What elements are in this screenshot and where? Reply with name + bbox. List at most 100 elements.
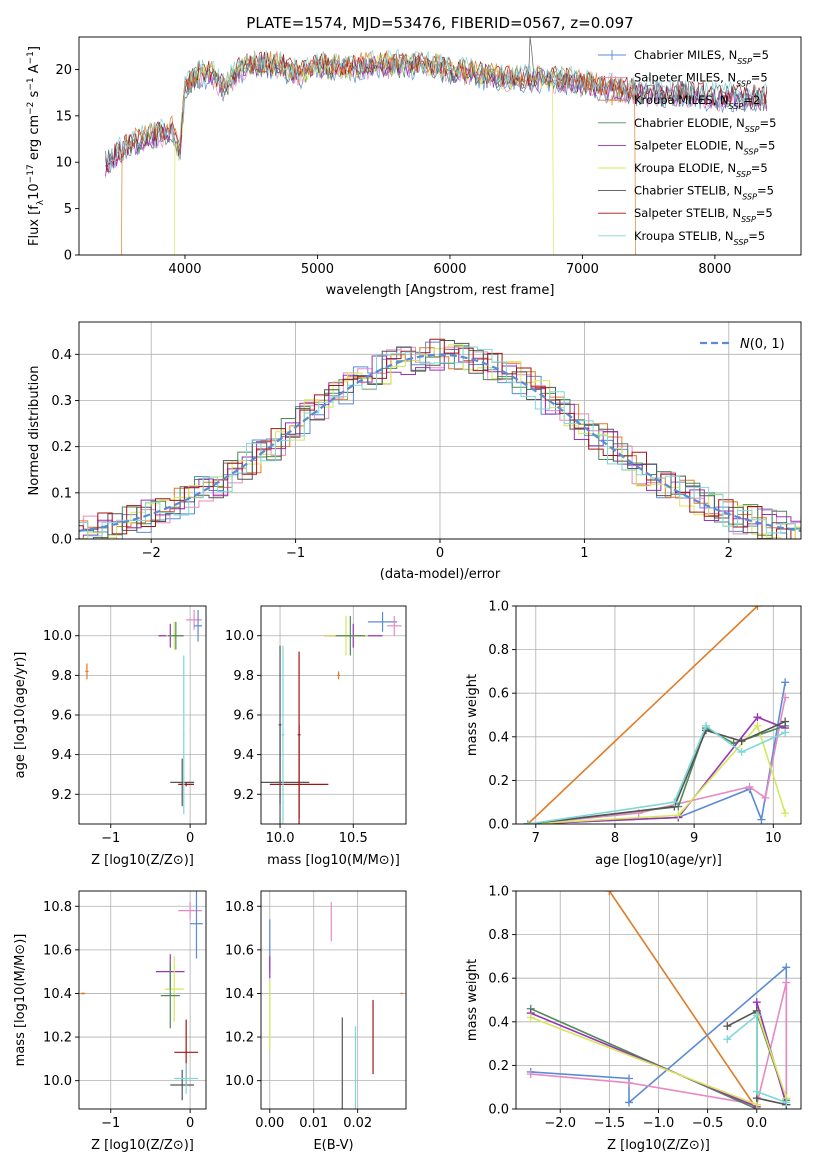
- age_vs_mass-xtick-label: 10.5: [339, 831, 368, 846]
- massweight_vs_Z-frame: −2.0 −1.5 −1.0 −0.5 0.0 0.0 0.2 0.4 0.6 0.8 1.0: [488, 885, 802, 1131]
- massweight_vs_Z-ytick-label: 0.6: [488, 972, 509, 987]
- massweight_vs_age-marker-salpeter_miles: [781, 693, 790, 702]
- massweight_vs_age-ytick-label: 0.2: [488, 774, 509, 789]
- massweight_vs_age-marker-salpeter_miles: [761, 793, 770, 802]
- massweight_vs_age-marker-kroupa_elodie: [753, 721, 762, 730]
- legend-label-kroupa_stelib: Kroupa STELIB, NSSP=5: [634, 229, 765, 247]
- spectrum-lines: [105, 37, 768, 255]
- massweight_vs_Z-marker-salpeter_miles: [526, 1070, 535, 1079]
- massweight_vs_age-ylabel: mass weight: [465, 674, 480, 756]
- histogram-chabrier_stelib: [79, 340, 801, 539]
- massweight_vs_Z-xlabel: Z [log10(Z/Z⊙)]: [607, 1138, 710, 1153]
- age_vs_Z-xlabel: Z [log10(Z/Z⊙)]: [91, 853, 194, 868]
- residuals-xtick-label: −1: [286, 546, 305, 561]
- legend-label-chabrier_miles: Chabrier MILES, NSSP=5: [634, 48, 769, 66]
- massweight_vs_age-axes-frame: [515, 605, 802, 825]
- legend-label-kroupa_miles: Kroupa MILES, NSSP=2: [634, 93, 760, 111]
- age_vs_Z-errorbars: [85, 609, 203, 815]
- mass_vs_Z-ylabel: mass [log10(M/M⊙)]: [13, 934, 28, 1067]
- spectrum-ytick-label: 5: [64, 202, 72, 217]
- spectrum-ytick-label: 15: [55, 109, 72, 124]
- mass_vs_EBV-xtick-label: 0.00: [255, 1116, 284, 1131]
- massweight_vs_Z-ytick-label: 0.4: [488, 1015, 509, 1030]
- gaussian-curve: [79, 353, 801, 532]
- residuals-frame: −2 −1 0 1 2 0.0 0.1 0.2 0.3 0.4: [51, 321, 802, 561]
- age_vs_mass-ytick-label: 10.0: [225, 629, 254, 644]
- mass_vs_Z-ytick-label: 10.8: [43, 900, 72, 915]
- massweight_vs_age-ytick-label: 0.6: [488, 687, 509, 702]
- age_vs_Z-xtick-label: 0: [186, 831, 194, 846]
- spectrum-ytick-label: 0: [64, 249, 72, 264]
- massweight_vs_age-series-salpeter_elodie: [527, 716, 786, 824]
- age_vs_mass-ytick-label: 9.4: [233, 748, 254, 763]
- massweight_vs_Z-series-kroupa_miles: [608, 891, 758, 1109]
- mass_vs_EBV-xlabel: E(B-V): [313, 1138, 353, 1153]
- massweight_vs_age-xtick-label: 10: [765, 831, 782, 846]
- age_vs_Z-ytick-label: 10.0: [43, 629, 72, 644]
- massweight_vs_Z-xtick-label: −1.5: [594, 1116, 626, 1131]
- spectrum-axes-frame: [78, 36, 802, 256]
- massweight_vs_age-ytick-label: 0.0: [488, 818, 509, 833]
- massweight_vs_Z-marker-salpeter_elodie: [752, 998, 761, 1007]
- age_vs_Z-ytick-label: 9.6: [51, 709, 72, 724]
- massweight_vs_age-marker-salpeter_miles: [745, 782, 754, 791]
- massweight_vs_Z-ytick-label: 1.0: [488, 885, 509, 900]
- mass_vs_Z-ytick-label: 10.2: [43, 1031, 72, 1046]
- massweight_vs_age-xtick-label: 8: [611, 831, 619, 846]
- massweight_vs_Z-series-kroupa_stelib: [726, 1013, 787, 1104]
- massweight_vs_Z-marker-kroupa_stelib: [782, 1098, 791, 1107]
- mass_vs_Z-xlabel: Z [log10(Z/Z⊙)]: [91, 1138, 194, 1153]
- massweight_vs_Z-marker-salpeter_miles: [782, 978, 791, 987]
- spectrum-xtick-label: 5000: [301, 262, 334, 277]
- massweight_vs_Z-xtick-label: 0.0: [746, 1116, 767, 1131]
- residuals-ytick-label: 0.0: [51, 533, 72, 548]
- massweight_vs_Z-xtick-label: −0.5: [692, 1116, 724, 1131]
- massweight_vs_Z-marker-kroupa_stelib: [723, 1035, 732, 1044]
- mass_vs_EBV-ytick-label: 10.8: [225, 900, 254, 915]
- spectrum-legend: Chabrier MILES, NSSP=5 Salpeter MILES, NS…: [598, 48, 776, 246]
- massweight_vs_age-marker-kroupa_elodie: [781, 809, 790, 818]
- mass_vs_EBV-xtick-label: 0.01: [299, 1116, 328, 1131]
- residuals-ytick-label: 0.2: [51, 440, 72, 455]
- age_vs_mass-ytick-label: 9.8: [233, 669, 254, 684]
- spectrum-frame: 4000 5000 6000 7000 8000 0 5 10 15 20: [55, 36, 802, 277]
- massweight_vs_Z-ylabel: mass weight: [465, 959, 480, 1041]
- legend-label-chabrier_elodie: Chabrier ELODIE, NSSP=5: [634, 116, 776, 134]
- massweight_vs_age-marker-chabrier_miles: [757, 815, 766, 824]
- mass_vs_Z-errorbars: [80, 891, 203, 1101]
- massweight_vs_age-series-kroupa_elodie: [527, 724, 786, 824]
- histogram-kroupa_stelib: [79, 346, 801, 537]
- massweight_vs_age-marker-chabrier_miles: [781, 678, 790, 687]
- massweight_vs_age-ytick-label: 0.8: [488, 643, 509, 658]
- massweight_vs_age-marker-kroupa_elodie: [674, 811, 683, 820]
- spectrum-xtick-label: 8000: [698, 262, 731, 277]
- massweight_vs_age-lines: [523, 606, 790, 824]
- massweight_vs_age-marker-salpeter_elodie: [753, 713, 762, 722]
- spectrum-ylabel: Flux [fλ10−17 erg cm−2 s−1 A−1]: [26, 46, 46, 246]
- residuals-ytick-label: 0.3: [51, 394, 72, 409]
- massweight_vs_age-xtick-label: 9: [690, 831, 698, 846]
- massweight_vs_age-marker-chabrier_stelib: [781, 717, 790, 726]
- mass_vs_Z-xtick-label: 0: [186, 1116, 194, 1131]
- massweight_vs_age-ytick-label: 1.0: [488, 600, 509, 615]
- massweight_vs_Z-xtick-label: −1.0: [643, 1116, 675, 1131]
- mass_vs_EBV-errorbars: [269, 901, 403, 1109]
- massweight_vs_Z-ytick-label: 0.8: [488, 928, 509, 943]
- mass_vs_EBV-ytick-label: 10.2: [225, 1031, 254, 1046]
- mass_vs_Z-axes-frame: [78, 890, 207, 1110]
- age_vs_mass-ytick-label: 9.2: [233, 788, 254, 803]
- mass_vs_EBV-ytick-label: 10.0: [225, 1074, 254, 1089]
- spectrum-xtick-label: 7000: [566, 262, 599, 277]
- spectrum-series-salpeter_stelib: [105, 51, 768, 172]
- mass_vs_Z-frame: −1 0 10.0 10.2 10.4 10.6 10.8: [43, 890, 207, 1131]
- mass_vs_EBV-frame: 0.00 0.01 0.02 10.0 10.2 10.4 10.6 10.8: [225, 890, 407, 1131]
- legend-label-kroupa_elodie: Kroupa ELODIE, NSSP=5: [634, 161, 768, 179]
- spectrum-series-kroupa_stelib: [105, 48, 768, 168]
- massweight_vs_Z-ytick-label: 0.2: [488, 1059, 509, 1074]
- residuals-xtick-label: 2: [725, 546, 733, 561]
- mass_vs_Z-ytick-label: 10.0: [43, 1074, 72, 1089]
- massweight_vs_Z-marker-chabrier_stelib: [723, 1022, 732, 1031]
- mass_vs_Z-ytick-label: 10.4: [43, 987, 72, 1002]
- residuals-ytick-label: 0.4: [51, 348, 72, 363]
- massweight_vs_Z-marker-salpeter_miles: [625, 1078, 634, 1087]
